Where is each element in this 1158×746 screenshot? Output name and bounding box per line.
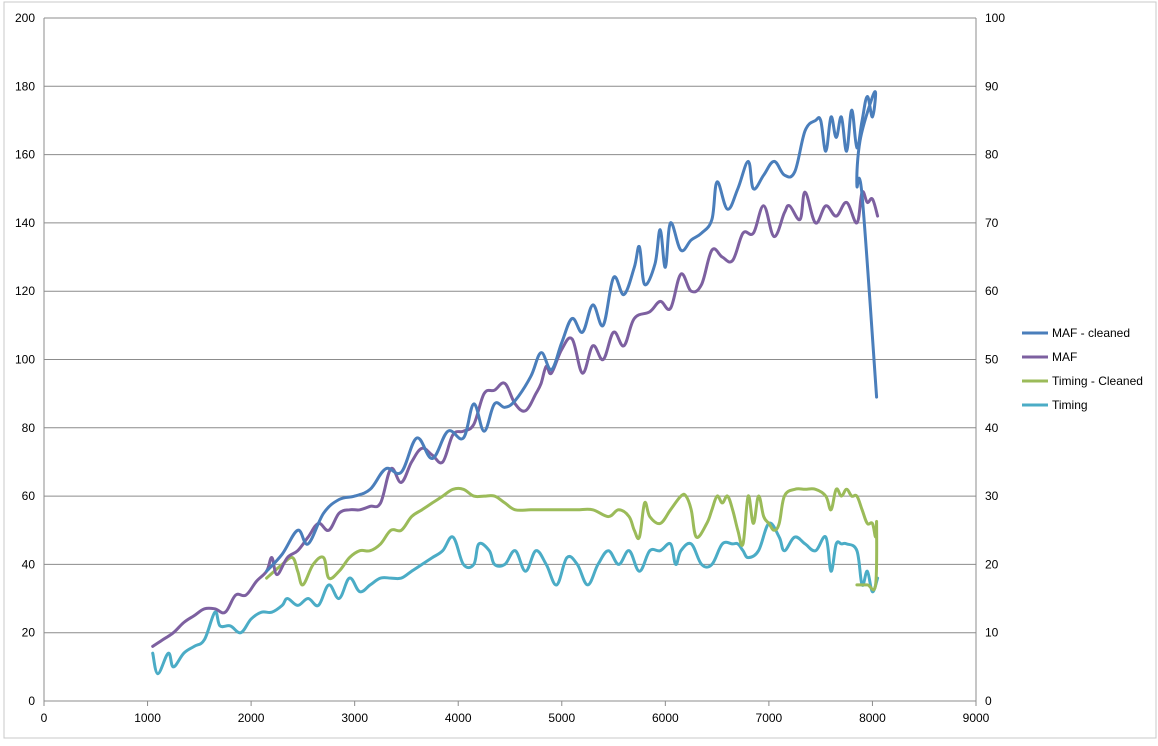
series-line-maf-cleaned [265,90,879,573]
x-tick-label: 8000 [859,711,886,725]
y-left-tick-label: 20 [22,626,36,640]
y-right-tick-label: 90 [985,79,999,93]
y-left-tick-label: 160 [15,148,35,162]
legend-label-timing-cleaned: Timing - Cleaned [1052,374,1143,388]
x-tick-label: 4000 [445,711,472,725]
x-tick-label: 3000 [341,711,368,725]
x-tick-label: 7000 [756,711,783,725]
y-right-tick-label: 40 [985,421,999,435]
y-right-tick-label: 70 [985,216,999,230]
y-left-tick-label: 40 [22,557,36,571]
y-left-tick-label: 120 [15,284,35,298]
x-tick-label: 2000 [238,711,265,725]
x-tick-label: 6000 [652,711,679,725]
legend-label-maf-cleaned: MAF - cleaned [1052,326,1130,340]
series-line-maf [151,190,880,648]
y-left-tick-label: 140 [15,216,35,230]
y-right-tick-label: 10 [985,626,999,640]
y-left-tick-label: 200 [15,11,35,25]
x-tick-label: 0 [41,711,48,725]
y-left-tick-label: 60 [22,489,36,503]
y-right-tick-label: 50 [985,353,999,367]
y-left-tick-label: 180 [15,79,35,93]
y-left-tick-label: 80 [22,421,36,435]
legend-label-timing: Timing [1052,398,1088,412]
legend: MAF - cleaned MAF Timing - Cleaned Timing [1022,326,1143,412]
y-right-tick-label: 0 [985,694,992,708]
series-line-timing-cleaned [265,486,879,592]
x-tick-label: 9000 [963,711,990,725]
y-right-tick-label: 30 [985,489,999,503]
gridlines [44,17,976,634]
y-right-tick-label: 20 [985,557,999,571]
y-right-tick-label: 80 [985,148,999,162]
x-tick-label: 5000 [548,711,575,725]
legend-label-maf: MAF [1052,350,1077,364]
series-line-timing [151,521,880,676]
y-right-tick-label: 60 [985,284,999,298]
y-left-tick-label: 100 [15,353,35,367]
y-right-tick-label: 100 [985,11,1005,25]
series-lines [151,90,880,676]
axes: 0204060801001201401601802000102030405060… [15,11,1005,725]
y-left-tick-label: 0 [28,694,35,708]
x-tick-label: 1000 [134,711,161,725]
